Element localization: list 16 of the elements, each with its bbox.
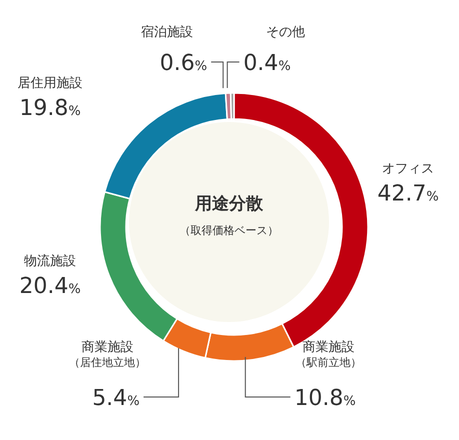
data-label: 20.4% — [19, 274, 81, 300]
slice-label: 宿泊施設 — [141, 24, 194, 40]
slice-label: 居住用施設 — [18, 76, 82, 92]
slice-label: 商業施設（居住地立地） — [69, 340, 146, 369]
slice-label: その他 — [266, 25, 305, 40]
text: 用途分散 — [194, 193, 264, 215]
text: （取得価格ベース） — [178, 223, 280, 238]
data-label: 0.6% — [160, 51, 208, 76]
slice-label: 商業施設（駅前立地） — [295, 340, 362, 369]
data-label: 10.8% — [294, 386, 356, 411]
slice-label: 物流施設 — [24, 253, 76, 270]
data-label: 19.8% — [19, 96, 81, 122]
data-label: 42.7% — [377, 181, 439, 206]
data-label: 5.4% — [92, 386, 140, 411]
data-label: 0.4% — [243, 51, 291, 76]
slice-label: オフィス — [382, 161, 434, 176]
